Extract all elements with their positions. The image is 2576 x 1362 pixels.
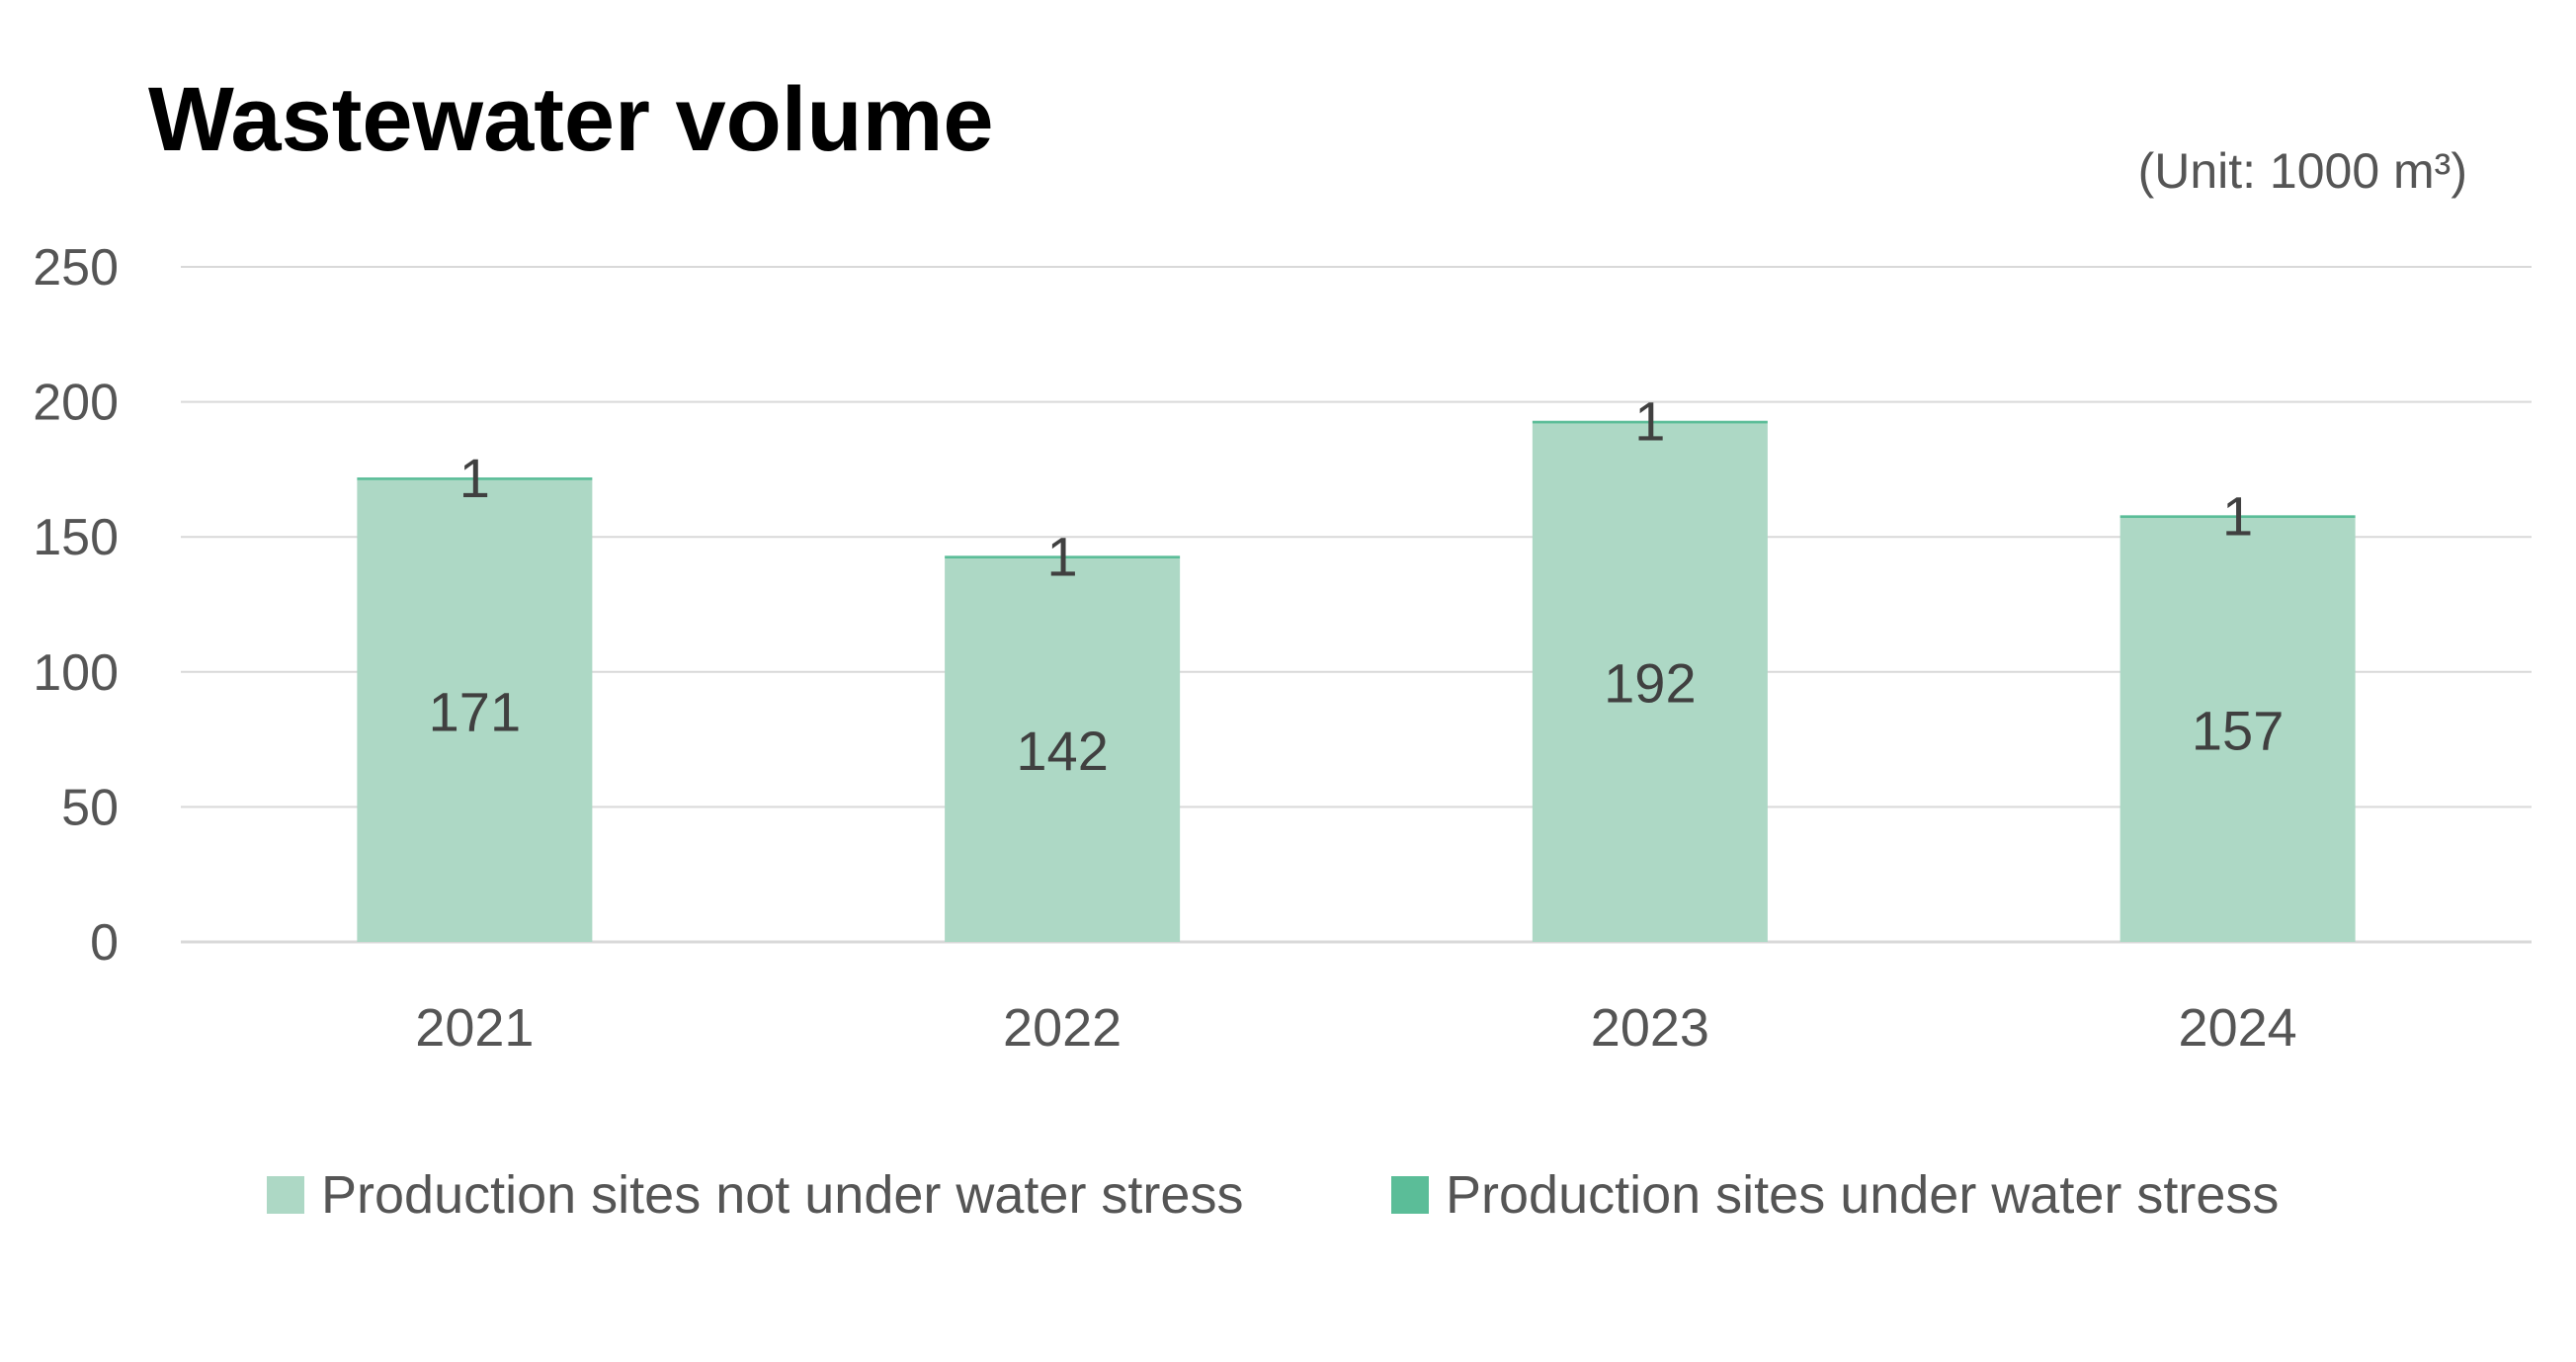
x-tick-label: 2021 bbox=[415, 998, 534, 1058]
unit-label: (Unit: 1000 m³) bbox=[2138, 143, 2467, 199]
bars bbox=[357, 420, 2356, 942]
y-tick-label: 50 bbox=[61, 779, 119, 836]
y-tick-label: 100 bbox=[33, 644, 119, 702]
y-axis-ticks: 0 50 100 150 200 250 bbox=[33, 239, 119, 972]
bar-under-water-stress bbox=[357, 477, 593, 480]
bar-not-under-water-stress bbox=[945, 558, 1181, 942]
legend-label: Production sites not under water stress bbox=[321, 1165, 1243, 1225]
x-tick-label: 2022 bbox=[1003, 998, 1122, 1058]
data-label: 1 bbox=[1047, 525, 1078, 587]
y-tick-label: 0 bbox=[90, 914, 119, 972]
legend-swatch bbox=[1391, 1176, 1429, 1214]
bar-not-under-water-stress bbox=[357, 479, 593, 942]
y-tick-label: 250 bbox=[33, 239, 119, 297]
x-tick-label: 2023 bbox=[1591, 998, 1709, 1058]
x-axis-ticks: 2021 2022 2023 2024 bbox=[415, 998, 2296, 1058]
y-tick-label: 200 bbox=[33, 375, 119, 432]
y-tick-label: 150 bbox=[33, 509, 119, 566]
x-tick-label: 2024 bbox=[2179, 998, 2297, 1058]
legend: Production sites not under water stress P… bbox=[267, 1165, 2279, 1225]
data-label: 142 bbox=[1016, 720, 1108, 782]
data-label: 1 bbox=[1634, 390, 1665, 453]
bar-under-water-stress bbox=[1532, 420, 1768, 424]
bar-under-water-stress bbox=[2119, 515, 2356, 519]
legend-label: Production sites under water stress bbox=[1446, 1165, 2279, 1225]
data-label: 157 bbox=[2192, 700, 2284, 762]
data-labels: 171 1 142 1 192 1 157 1 bbox=[429, 390, 2285, 782]
data-label: 1 bbox=[2222, 484, 2253, 547]
bar-under-water-stress bbox=[945, 555, 1181, 559]
chart-title: Wastewater volume bbox=[148, 69, 994, 170]
data-label: 192 bbox=[1604, 652, 1696, 715]
legend-swatch bbox=[267, 1176, 304, 1214]
bar-not-under-water-stress bbox=[1532, 423, 1768, 942]
data-label: 171 bbox=[429, 680, 521, 742]
data-label: 1 bbox=[459, 447, 490, 509]
bar-not-under-water-stress bbox=[2119, 518, 2356, 942]
